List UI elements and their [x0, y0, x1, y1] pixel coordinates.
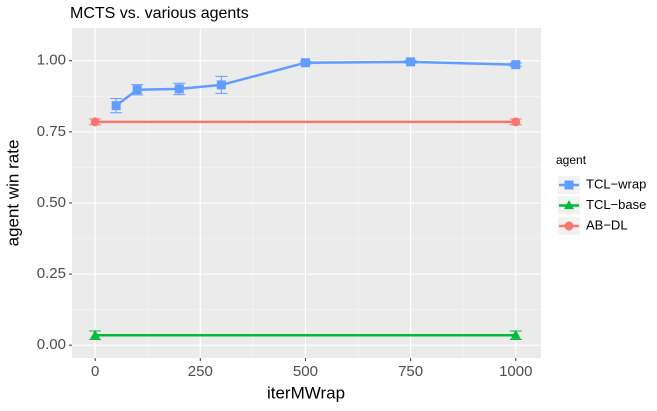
legend-label: TCL−wrap: [586, 176, 646, 191]
marker: [406, 57, 416, 67]
x-axis-title: iterMWrap: [267, 383, 345, 402]
marker: [90, 117, 100, 127]
x-tick-label: 500: [293, 363, 318, 380]
marker: [510, 329, 521, 339]
x-tick-label: 0: [91, 363, 99, 380]
y-tick-label: 0.00: [37, 336, 66, 353]
chart-title: MCTS vs. various agents: [70, 5, 249, 22]
marker: [111, 101, 121, 111]
legend-label: TCL−base: [586, 197, 646, 212]
x-tick-label: 250: [188, 363, 213, 380]
marker: [132, 85, 142, 95]
y-tick-label: 1.00: [37, 52, 66, 69]
marker: [564, 221, 574, 231]
marker: [511, 60, 521, 70]
y-tick-label: 0.75: [37, 123, 66, 140]
marker: [564, 200, 574, 210]
marker: [174, 84, 184, 94]
legend-label: AB−DL: [586, 217, 628, 232]
marker: [216, 80, 226, 90]
marker: [90, 329, 101, 339]
legend-title: agent: [556, 153, 587, 167]
marker: [564, 180, 574, 190]
x-tick-label: 1000: [499, 363, 532, 380]
x-tick-label: 750: [398, 363, 423, 380]
panel: [72, 28, 541, 358]
y-tick-label: 0.25: [37, 265, 66, 282]
marker: [511, 117, 521, 127]
y-tick-label: 0.50: [37, 194, 66, 211]
marker: [300, 58, 310, 68]
y-axis-title: agent win rate: [3, 140, 22, 247]
